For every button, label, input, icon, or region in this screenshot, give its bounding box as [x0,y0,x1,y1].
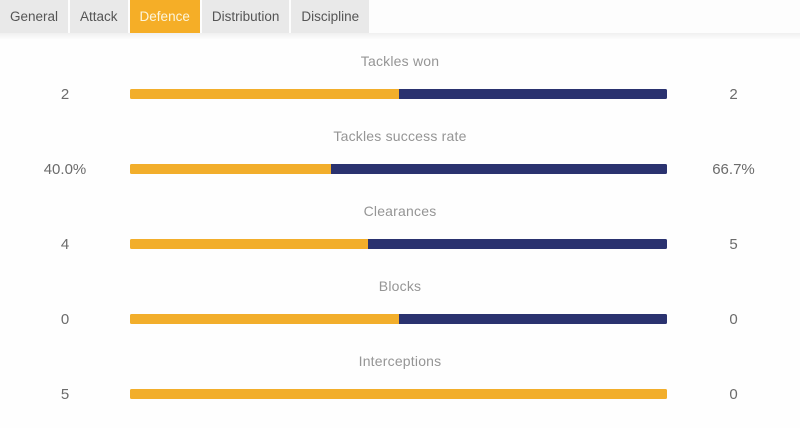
tab-discipline[interactable]: Discipline [291,0,370,33]
home-value: 4 [60,235,70,253]
home-value: 5 [60,385,70,403]
tab-distribution[interactable]: Distribution [201,0,290,33]
away-bar-segment [331,164,667,174]
away-value: 0 [729,310,738,328]
tab-defence[interactable]: Defence [129,0,200,33]
away-value: 66.7% [712,160,755,178]
home-bar-segment [130,314,399,324]
stat-bar-line: 40.0% 66.7% [0,159,800,179]
away-value: 5 [729,235,738,253]
stat-bar-line: 4 5 [0,234,800,254]
stat-bar-line: 5 0 [0,384,800,404]
home-bar-segment [130,389,667,399]
away-bar-segment [398,89,667,99]
stat-row-clearances: Clearances 4 5 [0,190,800,265]
stat-bar-line: 2 2 [0,84,800,104]
stats-list: Tackles won 2 2 Tackles success rate 40.… [0,39,800,415]
tab-bar: General Attack Defence Distribution Disc… [0,0,800,33]
home-bar-segment [130,164,332,174]
comparison-bar [130,164,667,174]
home-value: 0 [60,310,70,328]
stat-label: Blocks [378,278,422,294]
stat-row-blocks: Blocks 0 0 [0,265,800,340]
away-value: 0 [729,385,738,403]
away-bar-segment [368,239,667,249]
stat-label: Tackles success rate [333,128,467,144]
home-bar-segment [130,239,369,249]
stat-row-interceptions: Interceptions 5 0 [0,340,800,415]
tab-bar-divider [0,33,800,39]
comparison-bar [130,389,667,399]
home-value: 40.0% [43,160,87,178]
tab-attack[interactable]: Attack [70,0,128,33]
stat-label: Tackles won [360,53,440,69]
stat-label: Clearances [363,203,437,219]
stat-label: Interceptions [358,353,442,369]
home-bar-segment [130,89,399,99]
stat-row-tackles-success-rate: Tackles success rate 40.0% 66.7% [0,115,800,190]
comparison-bar [130,314,667,324]
stat-bar-line: 0 0 [0,309,800,329]
home-value: 2 [60,85,70,103]
comparison-bar [130,239,667,249]
stat-row-tackles-won: Tackles won 2 2 [0,40,800,115]
tab-general[interactable]: General [0,0,69,33]
comparison-bar [130,89,667,99]
away-value: 2 [729,85,738,103]
away-bar-segment [398,314,667,324]
